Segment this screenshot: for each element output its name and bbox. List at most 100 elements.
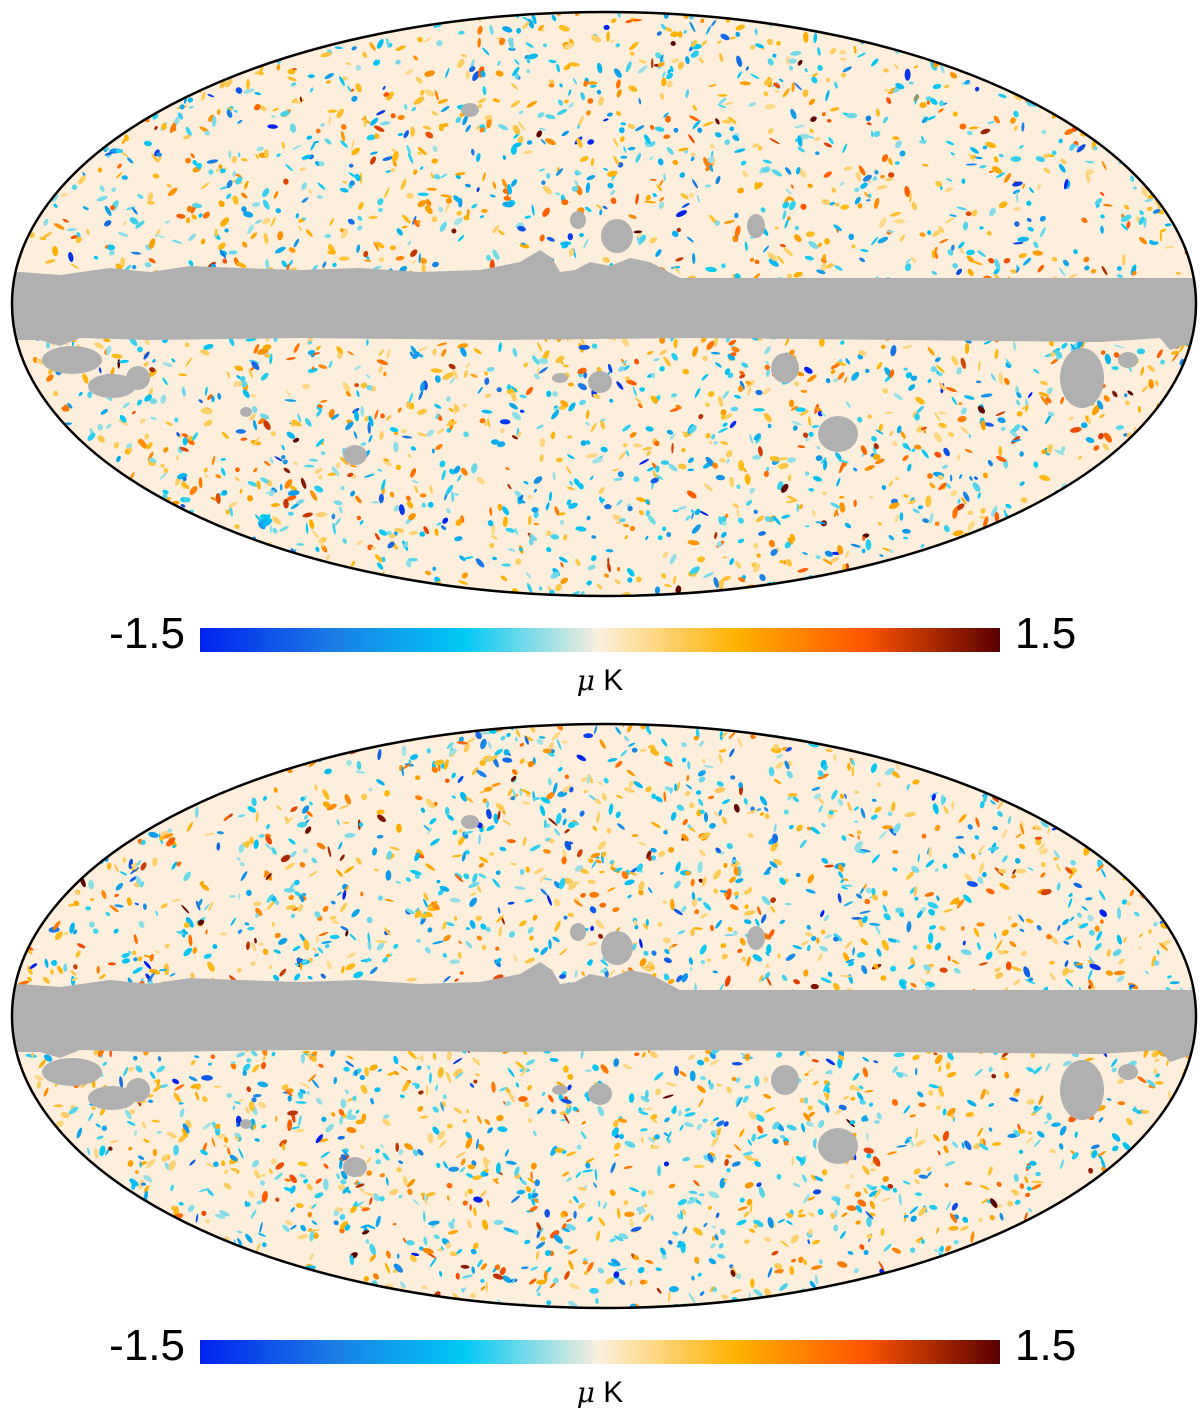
- texture-blob: [29, 547, 37, 554]
- texture-blob: [1107, 4, 1115, 9]
- texture-blob: [15, 204, 21, 216]
- texture-blob: [1188, 413, 1196, 417]
- texture-blob: [455, 519, 462, 526]
- texture-blob: [289, 563, 295, 569]
- texture-blob: [29, 1239, 36, 1246]
- texture-blob: [363, 473, 375, 478]
- texture-blob: [0, 15, 7, 23]
- texture-blob: [905, 12, 912, 19]
- texture-blob: [756, 596, 765, 600]
- texture-blob: [1005, 1305, 1012, 1308]
- texture-blob: [636, 235, 641, 246]
- texture-blob: [19, 852, 26, 862]
- texture-blob: [128, 488, 136, 496]
- texture-blob: [1072, 86, 1077, 90]
- texture-blob: [982, 145, 988, 150]
- texture-blob: [1184, 432, 1190, 439]
- texture-blob: [73, 472, 80, 481]
- texture-blob: [825, 378, 831, 384]
- texture-blob: [1191, 225, 1196, 232]
- texture-blob: [1085, 763, 1094, 770]
- texture-blob: [171, 16, 176, 21]
- texture-blob: [1061, 99, 1066, 104]
- texture-blob: [1068, 3, 1079, 8]
- texture-blob: [583, 372, 588, 379]
- texture-blob: [273, 191, 279, 199]
- texture-blob: [1177, 49, 1182, 53]
- texture-blob: [960, 357, 966, 369]
- texture-blob: [318, 364, 328, 369]
- texture-blob: [249, 727, 258, 737]
- texture-blob: [1128, 530, 1133, 543]
- texture-blob: [298, 225, 302, 231]
- texture-blob: [114, 502, 125, 508]
- texture-blob: [121, 51, 129, 57]
- texture-blob: [784, 902, 792, 906]
- texture-blob: [258, 71, 264, 76]
- texture-blob: [808, 241, 819, 249]
- texture-blob: [432, 261, 439, 268]
- texture-blob: [1192, 236, 1196, 241]
- texture-blob: [417, 146, 427, 156]
- texture-blob: [1086, 90, 1094, 96]
- texture-blob: [157, 1247, 166, 1253]
- texture-blob: [379, 713, 387, 720]
- texture-blob: [910, 375, 918, 381]
- texture-blob: [1069, 1234, 1077, 1245]
- point-source-mask: [343, 445, 367, 465]
- texture-blob: [959, 123, 967, 130]
- texture-blob: [794, 234, 802, 243]
- texture-blob: [1116, 274, 1123, 278]
- texture-blob: [184, 581, 192, 589]
- texture-blob: [1159, 228, 1167, 233]
- texture-blob: [1174, 392, 1180, 398]
- texture-blob: [320, 12, 328, 16]
- texture-blob: [878, 423, 883, 432]
- texture-blob: [858, 165, 866, 176]
- texture-blob: [49, 588, 54, 593]
- texture-blob: [1041, 129, 1047, 135]
- texture-blob: [792, 712, 800, 722]
- texture-blob: [619, 1133, 624, 1140]
- texture-blob: [917, 505, 924, 510]
- texture-blob: [903, 367, 908, 371]
- texture-blob: [1121, 545, 1128, 551]
- texture-blob: [382, 85, 386, 90]
- texture-blob: [1101, 160, 1107, 171]
- texture-blob: [721, 520, 727, 526]
- texture-blob: [908, 81, 914, 85]
- texture-blob: [135, 572, 142, 576]
- texture-blob: [987, 550, 996, 561]
- texture-blob: [446, 508, 451, 514]
- texture-blob: [1059, 596, 1068, 600]
- texture-blob: [1039, 535, 1045, 541]
- texture-blob: [782, 201, 790, 209]
- texture-blob: [603, 118, 609, 122]
- texture-blob: [952, 42, 962, 50]
- texture-blob: [127, 38, 134, 44]
- point-source-mask: [747, 214, 765, 238]
- texture-blob: [611, 18, 617, 24]
- texture-blob: [246, 1304, 253, 1308]
- texture-blob: [1024, 12, 1032, 17]
- texture-blob: [2, 584, 7, 589]
- texture-blob: [0, 859, 4, 865]
- texture-blob: [158, 519, 168, 527]
- texture-blob: [410, 249, 418, 258]
- texture-blob: [63, 82, 70, 95]
- texture-blob: [1120, 128, 1126, 135]
- texture-blob: [263, 567, 270, 573]
- texture-blob: [988, 257, 995, 264]
- texture-blob: [537, 112, 545, 118]
- texture-blob: [0, 391, 7, 399]
- texture-blob: [3, 274, 8, 279]
- texture-blob: [269, 457, 274, 465]
- texture-blob: [714, 531, 718, 540]
- texture-blob: [640, 0, 645, 7]
- texture-blob: [276, 26, 283, 31]
- texture-blob: [263, 40, 268, 45]
- texture-blob: [298, 587, 304, 593]
- texture-blob: [286, 390, 291, 397]
- texture-blob: [1139, 801, 1148, 808]
- texture-blob: [139, 418, 146, 424]
